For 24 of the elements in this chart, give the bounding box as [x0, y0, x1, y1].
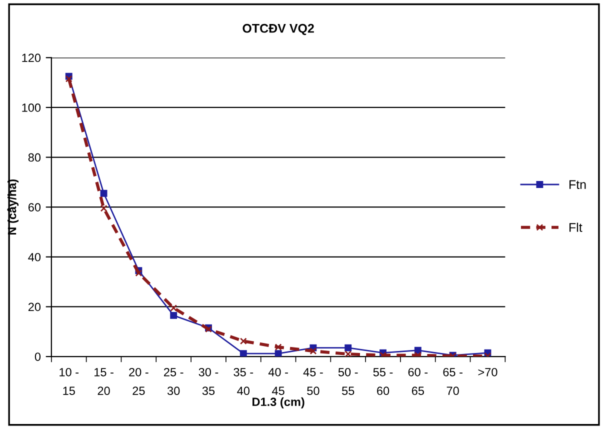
- legend-label: Ftn: [569, 180, 586, 189]
- y-tick-label: 120: [22, 54, 41, 62]
- x-tick-label: 30 - 35: [198, 368, 218, 396]
- legend-label: Flt: [569, 222, 582, 232]
- x-tick-label: 25 - 30: [164, 368, 184, 396]
- chart-title: OTCĐV VQ2: [242, 24, 314, 36]
- x-tick-label: 20 - 25: [129, 368, 148, 396]
- x-axis-title: D1.3 (cm): [252, 397, 304, 408]
- x-tick-label: 65 - 70: [443, 368, 462, 396]
- y-tick-label: 60: [28, 203, 41, 212]
- x-tick-label: 60 - 65: [408, 368, 428, 396]
- y-tick-label: 80: [28, 153, 41, 162]
- x-tick-label: >70: [478, 368, 498, 376]
- y-tick-label: 40: [28, 252, 41, 262]
- x-tick-label: 10 - 15: [60, 368, 79, 396]
- x-tick-label: 15 - 20: [94, 368, 114, 396]
- x-tick-label: 55 - 60: [373, 368, 393, 396]
- x-tick-label: 35 - 40: [234, 368, 254, 396]
- x-tick-label: 40 - 45: [268, 368, 288, 396]
- x-tick-label: 45 - 50: [303, 368, 323, 396]
- y-tick-label: 100: [22, 103, 41, 112]
- y-tick-label: 20: [28, 302, 41, 312]
- x-tick-label: 50 - 55: [338, 368, 358, 396]
- y-tick-label: 0: [34, 352, 41, 361]
